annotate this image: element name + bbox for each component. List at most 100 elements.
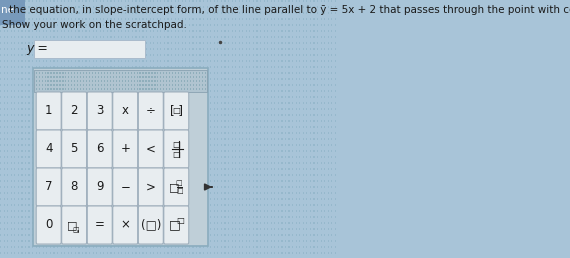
Bar (18, 60, 19, 62)
Bar (82, 30, 83, 32)
Bar (299, 30, 300, 32)
Bar (86, 252, 87, 254)
Bar (256, 54, 258, 56)
Bar (249, 186, 250, 188)
Bar (7, 210, 9, 212)
Bar (86, 156, 87, 158)
Bar (271, 0, 272, 2)
Bar (171, 252, 172, 254)
Bar (71, 138, 72, 140)
Bar (50, 12, 51, 14)
Bar (71, 12, 72, 14)
Bar (214, 114, 215, 116)
Bar (235, 192, 236, 194)
Bar (25, 144, 26, 146)
Bar (339, 222, 340, 224)
Bar (60, 30, 62, 32)
Bar (149, 30, 151, 32)
Bar (303, 240, 304, 242)
Bar (28, 24, 30, 26)
Bar (242, 144, 243, 146)
Bar (57, 18, 58, 20)
Bar (153, 192, 154, 194)
Bar (196, 132, 197, 134)
Bar (231, 120, 233, 122)
Bar (132, 18, 133, 20)
Bar (153, 6, 154, 8)
Bar (199, 72, 200, 74)
Bar (68, 36, 69, 38)
Bar (339, 0, 340, 2)
Bar (196, 150, 197, 152)
Bar (168, 240, 169, 242)
Bar (142, 90, 144, 92)
Bar (228, 198, 229, 200)
Bar (60, 186, 62, 188)
Bar (7, 108, 9, 110)
Bar (107, 198, 108, 200)
Bar (249, 180, 250, 182)
Bar (221, 90, 222, 92)
Bar (3, 246, 5, 248)
Bar (189, 42, 190, 44)
Bar (288, 192, 290, 194)
Bar (78, 192, 80, 194)
Bar (274, 150, 275, 152)
Bar (339, 72, 340, 74)
Bar (82, 234, 83, 236)
Bar (146, 198, 147, 200)
Bar (225, 102, 226, 104)
Bar (71, 228, 72, 230)
Bar (50, 132, 51, 134)
Bar (320, 30, 321, 32)
Bar (200, 6, 201, 8)
Bar (178, 54, 180, 56)
Bar (163, 84, 164, 86)
Bar (221, 192, 222, 194)
Bar (157, 216, 158, 218)
Bar (166, 76, 168, 78)
Bar (335, 168, 336, 170)
Bar (54, 228, 55, 230)
Bar (149, 54, 151, 56)
Bar (182, 156, 183, 158)
Bar (107, 210, 108, 212)
Bar (182, 144, 183, 146)
Bar (7, 24, 9, 26)
Bar (157, 228, 158, 230)
Bar (139, 252, 140, 254)
Bar (68, 114, 69, 116)
Bar (71, 156, 72, 158)
Bar (242, 246, 243, 248)
Bar (242, 186, 243, 188)
Bar (18, 138, 19, 140)
Bar (75, 54, 76, 56)
Bar (225, 114, 226, 116)
Bar (331, 120, 332, 122)
Bar (235, 228, 236, 230)
Bar (18, 144, 19, 146)
Bar (182, 162, 183, 164)
Bar (25, 246, 26, 248)
Bar (64, 204, 66, 206)
Bar (21, 54, 23, 56)
Bar (256, 234, 258, 236)
Bar (59, 72, 60, 74)
Bar (116, 88, 117, 90)
Bar (178, 156, 180, 158)
Bar (306, 72, 307, 74)
Bar (303, 42, 304, 44)
Bar (163, 88, 164, 90)
Bar (62, 80, 63, 82)
Bar (46, 150, 47, 152)
Bar (324, 150, 325, 152)
Bar (249, 6, 250, 8)
Bar (256, 120, 258, 122)
Bar (139, 42, 140, 44)
Bar (160, 24, 161, 26)
Bar (50, 180, 51, 182)
Bar (206, 156, 207, 158)
Bar (160, 84, 161, 86)
Bar (132, 222, 133, 224)
Bar (89, 210, 90, 212)
